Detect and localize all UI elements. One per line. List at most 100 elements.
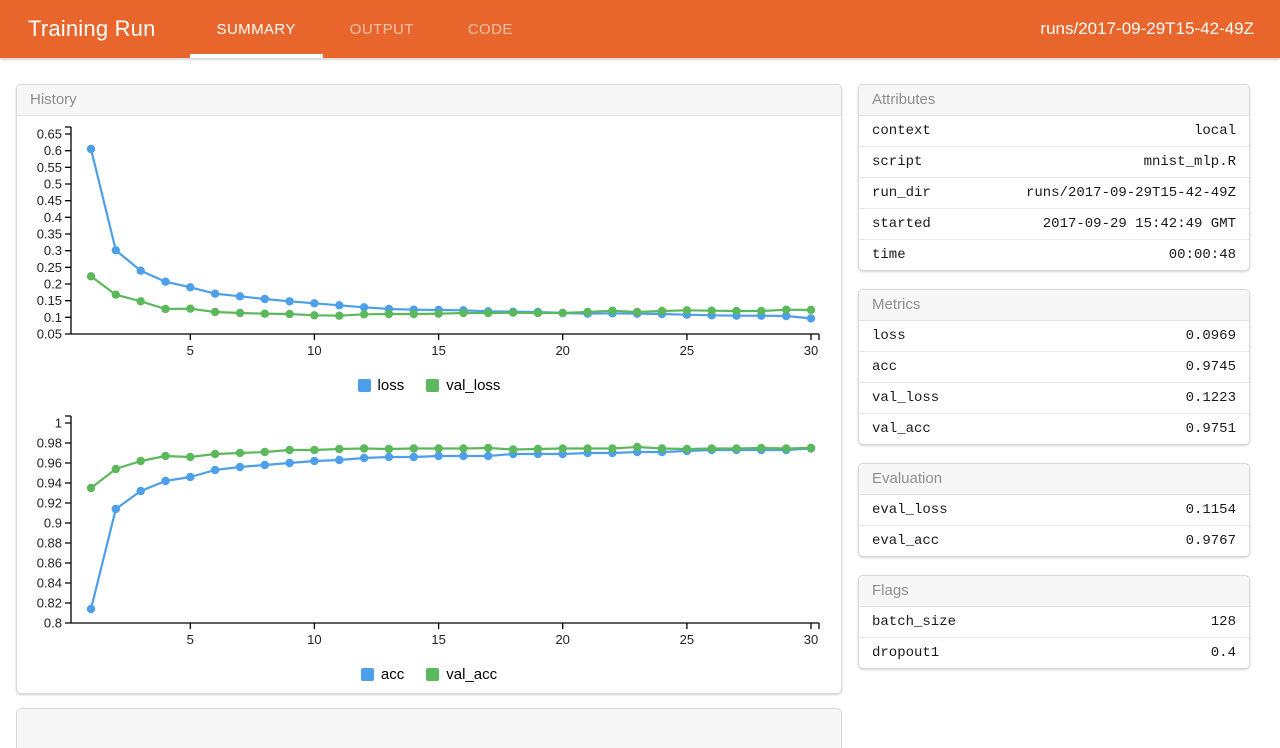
tab-bar: SUMMARY OUTPUT CODE [189, 0, 540, 58]
row-key: loss [872, 328, 906, 344]
svg-text:10: 10 [307, 343, 321, 358]
metrics-panel: Metrics loss 0.0969 acc 0.9745 val_loss 0.122… [858, 289, 1250, 445]
svg-text:30: 30 [804, 632, 818, 647]
row-key: eval_loss [872, 502, 948, 518]
svg-text:0.6: 0.6 [44, 143, 62, 158]
svg-text:0.88: 0.88 [37, 536, 62, 551]
svg-text:0.5: 0.5 [44, 177, 62, 192]
row-value: 0.9751 [1185, 421, 1236, 437]
metrics-table: loss 0.0969 acc 0.9745 val_loss 0.1223 val_acc… [859, 321, 1249, 444]
next-panel-top-edge [16, 708, 842, 748]
svg-text:0.94: 0.94 [37, 476, 62, 491]
table-row: val_acc 0.9751 [859, 413, 1249, 444]
svg-text:0.05: 0.05 [37, 327, 62, 342]
row-key: run_dir [872, 185, 931, 201]
acc-swatch [360, 668, 374, 681]
svg-text:20: 20 [555, 343, 569, 358]
row-key: time [872, 247, 906, 263]
svg-text:1: 1 [55, 416, 62, 431]
svg-text:0.55: 0.55 [37, 160, 62, 175]
legend-label-val-acc: val_acc [446, 666, 498, 683]
evaluation-panel-title: Evaluation [859, 464, 1249, 495]
table-row: loss 0.0969 [859, 321, 1249, 351]
svg-text:10: 10 [307, 632, 321, 647]
svg-text:0.35: 0.35 [37, 227, 62, 242]
legend-item-loss: loss [357, 377, 405, 394]
svg-text:0.1: 0.1 [44, 310, 62, 325]
legend-label-acc: acc [380, 666, 405, 683]
row-key: context [872, 123, 931, 139]
row-value: 2017-09-29 15:42:49 GMT [1042, 216, 1236, 232]
svg-text:0.82: 0.82 [37, 596, 62, 611]
metrics-panel-title: Metrics [859, 290, 1249, 321]
val-loss-swatch [426, 379, 440, 392]
svg-text:5: 5 [187, 632, 194, 647]
table-row: eval_acc 0.9767 [859, 525, 1249, 556]
evaluation-table: eval_loss 0.1154 eval_acc 0.9767 [859, 495, 1249, 556]
right-column: Attributes context local script mnist_mlp.R… [858, 84, 1250, 748]
tab-summary[interactable]: SUMMARY [189, 0, 323, 58]
history-panel-title: History [17, 85, 841, 116]
svg-text:25: 25 [680, 343, 694, 358]
history-panel: History 0.05 0.1 0.15 0.2 0.25 0.3 0.35 0.4 0.45… [16, 84, 842, 694]
table-row: batch_size 128 [859, 607, 1249, 637]
table-row: script mnist_mlp.R [859, 146, 1249, 177]
table-row: time 00:00:48 [859, 239, 1249, 270]
svg-text:30: 30 [804, 343, 818, 358]
svg-text:0.15: 0.15 [37, 293, 62, 308]
svg-text:15: 15 [431, 343, 445, 358]
row-value: local [1193, 123, 1236, 139]
svg-text:0.45: 0.45 [37, 193, 62, 208]
legend-item-val-acc: val_acc [426, 666, 497, 683]
tab-output[interactable]: OUTPUT [349, 20, 414, 38]
attributes-table: context local script mnist_mlp.R run_dir runs… [859, 116, 1249, 270]
loss-chart-legend: loss val_loss [17, 370, 841, 405]
row-key: dropout1 [872, 645, 940, 661]
accuracy-chart-legend: acc val_acc [17, 659, 841, 693]
main-content: History 0.05 0.1 0.15 0.2 0.25 0.3 0.35 0.4 0.45… [0, 58, 1280, 748]
row-key: script [872, 154, 923, 170]
val-acc-swatch [426, 668, 440, 681]
row-key: val_loss [872, 390, 940, 406]
svg-text:0.9: 0.9 [44, 516, 62, 531]
svg-text:0.92: 0.92 [37, 496, 62, 511]
row-value: 0.4 [1210, 645, 1236, 661]
loss-swatch [357, 379, 371, 392]
svg-text:5: 5 [187, 343, 194, 358]
app-header: Training Run SUMMARY OUTPUT CODE runs/20… [0, 0, 1280, 58]
svg-text:0.84: 0.84 [37, 576, 62, 591]
svg-text:0.98: 0.98 [37, 436, 62, 451]
table-row: acc 0.9745 [859, 351, 1249, 382]
flags-table: batch_size 128 dropout1 0.4 [859, 607, 1249, 668]
row-value: 128 [1210, 614, 1236, 630]
tab-code[interactable]: CODE [467, 20, 513, 38]
row-value: 0.9745 [1185, 359, 1236, 375]
row-key: started [872, 216, 931, 232]
svg-text:0.4: 0.4 [44, 210, 62, 225]
row-value: 00:00:48 [1168, 247, 1236, 263]
table-row: context local [859, 116, 1249, 146]
flags-panel: Flags batch_size 128 dropout1 0.4 [858, 575, 1250, 669]
legend-item-acc: acc [360, 666, 405, 683]
row-key: eval_acc [872, 533, 940, 549]
table-row: dropout1 0.4 [859, 637, 1249, 668]
row-key: batch_size [872, 614, 957, 630]
legend-label-val-loss: val_loss [446, 377, 501, 394]
row-value: mnist_mlp.R [1143, 154, 1236, 170]
legend-label-loss: loss [377, 377, 405, 394]
row-value: runs/2017-09-29T15-42-49Z [1025, 185, 1236, 201]
row-value: 0.1223 [1185, 390, 1236, 406]
table-row: run_dir runs/2017-09-29T15-42-49Z [859, 177, 1249, 208]
row-value: 0.0969 [1185, 328, 1236, 344]
svg-text:0.86: 0.86 [37, 556, 62, 571]
flags-panel-title: Flags [859, 576, 1249, 607]
svg-text:0.2: 0.2 [44, 277, 62, 292]
row-value: 0.1154 [1185, 502, 1236, 518]
svg-text:20: 20 [555, 632, 569, 647]
left-column: History 0.05 0.1 0.15 0.2 0.25 0.3 0.35 0.4 0.45… [16, 84, 842, 748]
svg-text:0.65: 0.65 [37, 127, 62, 142]
svg-text:25: 25 [680, 632, 694, 647]
svg-text:0.8: 0.8 [44, 616, 62, 631]
evaluation-panel: Evaluation eval_loss 0.1154 eval_acc 0.9767 [858, 463, 1250, 557]
svg-text:0.25: 0.25 [37, 260, 62, 275]
